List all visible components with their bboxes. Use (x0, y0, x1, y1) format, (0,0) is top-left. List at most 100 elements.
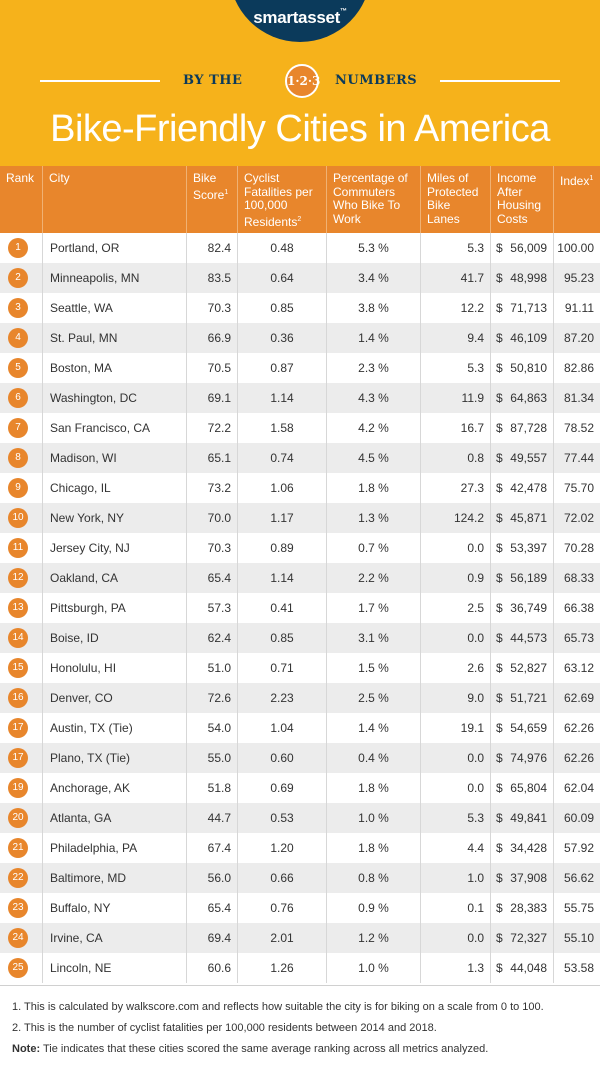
smartasset-logo: smartasset™ (253, 8, 347, 27)
table-row: 12 Oakland, CA 65.4 1.14 2.2 % 0.9 $56,189 68.3… (0, 563, 600, 593)
income-amount: 54,659 (510, 721, 547, 735)
col-header-rank: Rank (6, 171, 35, 185)
rank-badge: 5 (8, 358, 28, 378)
cell-city: St. Paul, MN (42, 323, 186, 353)
income-amount: 72,327 (510, 931, 547, 945)
rank-badge: 2 (8, 268, 28, 288)
cell-index: 62.26 (553, 713, 600, 743)
currency-symbol: $ (496, 871, 503, 885)
cell-miles: 0.1 (420, 893, 490, 923)
table-row: 19 Anchorage, AK 51.8 0.69 1.8 % 0.0 $65,804 62… (0, 773, 600, 803)
currency-symbol: $ (496, 451, 503, 465)
cell-fatalities: 0.69 (237, 773, 326, 803)
cell-bike-score: 70.0 (186, 503, 237, 533)
cell-rank: 8 (0, 443, 42, 473)
cell-bike-score: 56.0 (186, 863, 237, 893)
cell-miles: 27.3 (420, 473, 490, 503)
cell-pct-commuters: 3.4 % (326, 263, 420, 293)
cell-miles: 0.0 (420, 923, 490, 953)
cell-index: 57.92 (553, 833, 600, 863)
cell-rank: 25 (0, 953, 42, 983)
income-amount: 37,908 (510, 871, 547, 885)
cell-rank: 6 (0, 383, 42, 413)
income-amount: 48,998 (510, 271, 547, 285)
cell-index: 55.10 (553, 923, 600, 953)
cell-index: 70.28 (553, 533, 600, 563)
cell-rank: 5 (0, 353, 42, 383)
table-row: 20 Atlanta, GA 44.7 0.53 1.0 % 5.3 $49,841 60.0… (0, 803, 600, 833)
cell-fatalities: 0.87 (237, 353, 326, 383)
cell-city: Oakland, CA (42, 563, 186, 593)
table-row: 24 Irvine, CA 69.4 2.01 1.2 % 0.0 $72,327 55.10 (0, 923, 600, 953)
cell-pct-commuters: 4.2 % (326, 413, 420, 443)
cell-income: $54,659 (490, 713, 553, 743)
cell-pct-commuters: 1.7 % (326, 593, 420, 623)
divider-right (440, 80, 560, 82)
income-amount: 56,009 (510, 241, 547, 255)
by-the-label: BY THE (183, 73, 243, 88)
cell-city: Washington, DC (42, 383, 186, 413)
by-the-numbers-banner: BY THE 1·2·3 NUMBERS (175, 64, 425, 98)
col-header-fatalities: Cyclist Fatalities per 100,000 Residents… (237, 166, 326, 233)
table-row: 23 Buffalo, NY 65.4 0.76 0.9 % 0.1 $28,383 55.7… (0, 893, 600, 923)
cell-income: $46,109 (490, 323, 553, 353)
cell-index: 60.09 (553, 803, 600, 833)
rank-badge: 12 (8, 568, 28, 588)
cell-miles: 9.0 (420, 683, 490, 713)
income-amount: 28,383 (510, 901, 547, 915)
cell-city: New York, NY (42, 503, 186, 533)
col-header-index: Index1 (553, 166, 600, 233)
cell-bike-score: 65.4 (186, 563, 237, 593)
cell-pct-commuters: 1.4 % (326, 323, 420, 353)
currency-symbol: $ (496, 331, 503, 345)
cell-fatalities: 0.71 (237, 653, 326, 683)
cell-pct-commuters: 1.8 % (326, 833, 420, 863)
cell-miles: 0.9 (420, 563, 490, 593)
cell-income: $50,810 (490, 353, 553, 383)
currency-symbol: $ (496, 721, 503, 735)
footnote-2: 2. This is the number of cyclist fatalit… (12, 1022, 437, 1034)
cell-city: Boston, MA (42, 353, 186, 383)
rank-badge: 15 (8, 658, 28, 678)
cell-miles: 1.3 (420, 953, 490, 983)
currency-symbol: $ (496, 691, 503, 705)
cell-fatalities: 1.14 (237, 563, 326, 593)
cell-fatalities: 0.74 (237, 443, 326, 473)
rank-badge: 21 (8, 838, 28, 858)
cell-income: $36,749 (490, 593, 553, 623)
cell-city: Madison, WI (42, 443, 186, 473)
cell-bike-score: 82.4 (186, 233, 237, 263)
cell-index: 95.23 (553, 263, 600, 293)
cell-fatalities: 0.85 (237, 623, 326, 653)
cell-bike-score: 72.6 (186, 683, 237, 713)
cell-pct-commuters: 2.3 % (326, 353, 420, 383)
cell-bike-score: 44.7 (186, 803, 237, 833)
currency-symbol: $ (496, 811, 503, 825)
page-title: Bike-Friendly Cities in America (50, 108, 550, 150)
cell-income: $44,573 (490, 623, 553, 653)
table-row: 17 Plano, TX (Tie) 55.0 0.60 0.4 % 0.0 $74,976… (0, 743, 600, 773)
cell-income: $71,713 (490, 293, 553, 323)
cell-fatalities: 1.06 (237, 473, 326, 503)
cell-miles: 0.0 (420, 623, 490, 653)
table-row: 6 Washington, DC 69.1 1.14 4.3 % 11.9 $64,863 8… (0, 383, 600, 413)
cell-pct-commuters: 0.8 % (326, 863, 420, 893)
cell-rank: 20 (0, 803, 42, 833)
table-row: 15 Honolulu, HI 51.0 0.71 1.5 % 2.6 $52,827 63.… (0, 653, 600, 683)
cell-pct-commuters: 3.8 % (326, 293, 420, 323)
cell-rank: 3 (0, 293, 42, 323)
rank-badge: 10 (8, 508, 28, 528)
cell-rank: 24 (0, 923, 42, 953)
income-amount: 53,397 (510, 541, 547, 555)
cell-miles: 41.7 (420, 263, 490, 293)
cell-rank: 19 (0, 773, 42, 803)
rank-badge: 13 (8, 598, 28, 618)
cell-index: 65.73 (553, 623, 600, 653)
cell-bike-score: 70.3 (186, 533, 237, 563)
cell-income: $74,976 (490, 743, 553, 773)
income-amount: 44,048 (510, 961, 547, 975)
rank-badge: 11 (8, 538, 28, 558)
income-amount: 50,810 (510, 361, 547, 375)
footnote-1: 1. This is calculated by walkscore.com a… (12, 1001, 544, 1013)
cell-income: $56,009 (490, 233, 553, 263)
